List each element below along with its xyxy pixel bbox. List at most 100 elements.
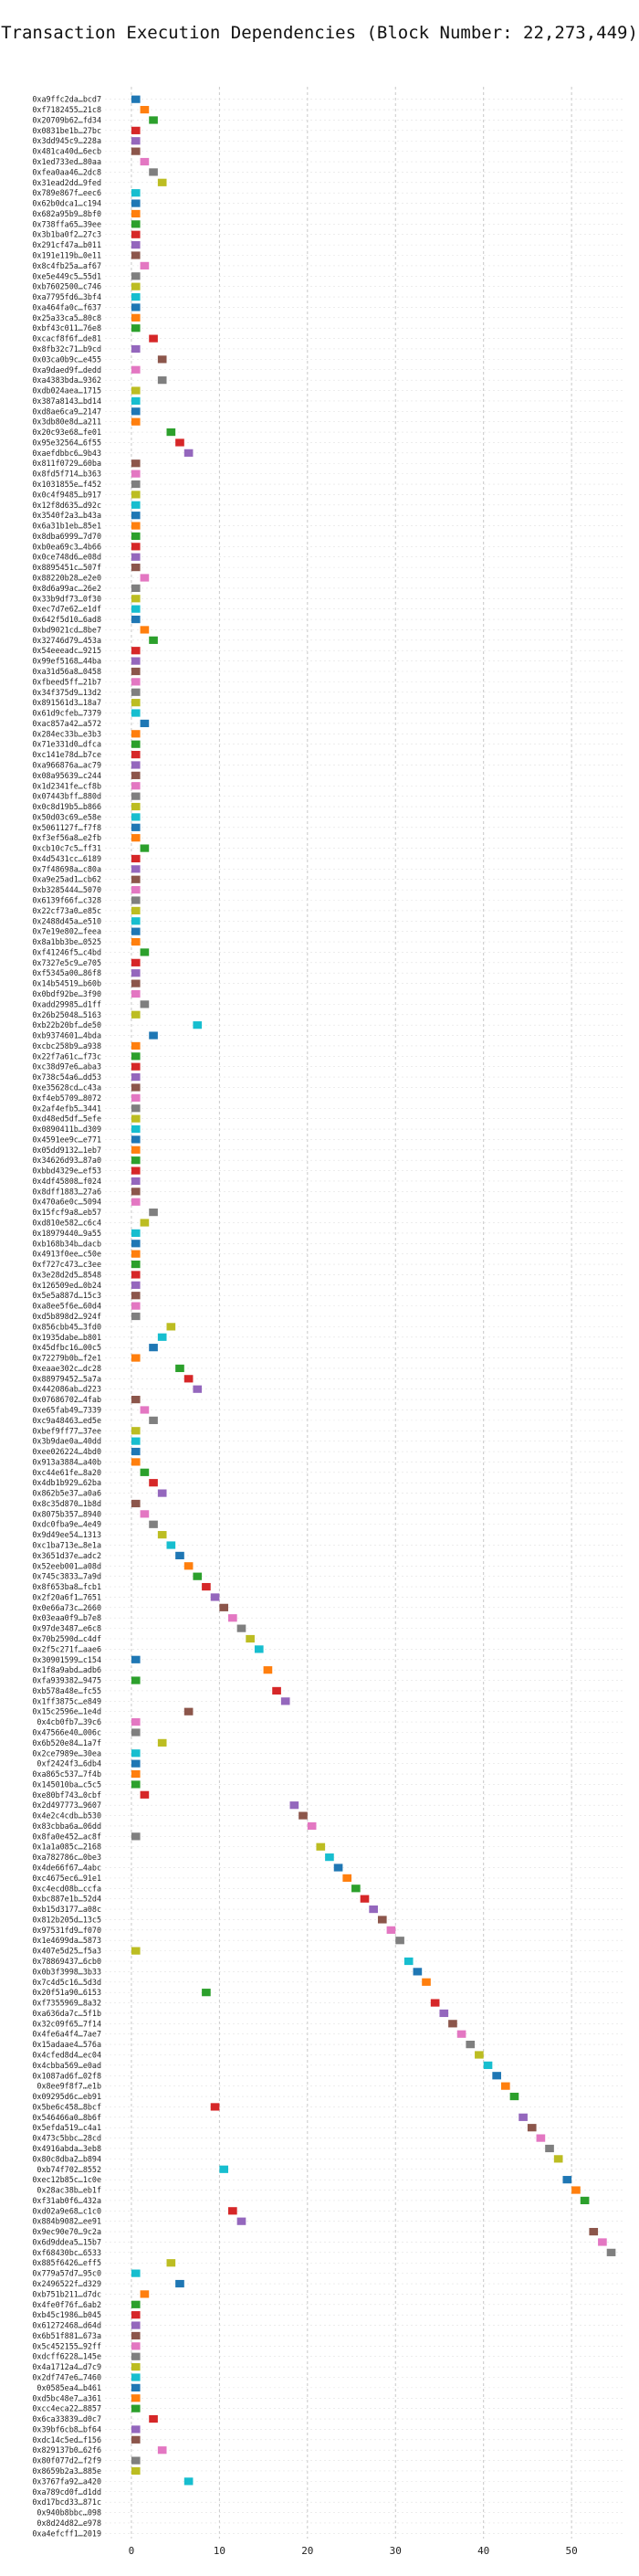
tx-label: 0xf3ef56a8…e2fb	[32, 833, 101, 842]
tx-label: 0x829137b0…62f6	[32, 2445, 101, 2455]
tx-bar	[175, 2279, 184, 2288]
tx-label: 0x50d03c69…e58e	[32, 812, 101, 821]
tx-label: 0x15c2596e…1e4d	[32, 1707, 101, 1716]
tx-label: 0x30901599…c154	[32, 1655, 101, 1664]
tx-label: 0x18979440…9a55	[32, 1229, 101, 1238]
tx-label: 0x4cb0fb7…39c6	[37, 1717, 101, 1726]
tx-label: 0xd8ae6ca9…2147	[32, 406, 101, 416]
tx-bar	[140, 1790, 150, 1799]
tx-label: 0xc4675ec6…91e1	[32, 1874, 101, 1883]
tx-bar	[131, 875, 141, 883]
tx-label: 0x1a1a085c…2168	[32, 1842, 101, 1852]
tx-bar	[131, 501, 141, 509]
tx-label: 0x779a57d7…95c0	[32, 2269, 101, 2278]
tx-bar	[157, 178, 167, 186]
tx-bar	[149, 116, 158, 124]
tx-bar	[157, 355, 167, 364]
tx-bar	[131, 1447, 141, 1456]
tx-bar	[131, 1010, 141, 1019]
tx-label: 0x8c4fb25a…af67	[32, 261, 101, 270]
tx-bar	[131, 989, 141, 998]
tx-bar	[131, 459, 141, 468]
tx-label: 0xc1ba713e…8e1a	[32, 1541, 101, 1550]
tx-label: 0xd5b898d2…924f	[32, 1312, 101, 1321]
tx-label: 0x1935dabe…b801	[32, 1333, 101, 1342]
tx-bar	[131, 1718, 141, 1726]
tx-label: 0x3540f2a3…b43a	[32, 511, 101, 520]
tx-label: 0x07686702…4fab	[32, 1395, 101, 1404]
tx-bar	[395, 1937, 404, 1945]
tx-label: 0xf7355969…8a32	[32, 1999, 101, 2008]
tx-bar	[131, 834, 141, 842]
tx-label: 0x80c8dba2…b894	[32, 2154, 101, 2163]
tx-bar	[131, 2342, 141, 2350]
tx-label: 0x3b1ba0f2…27c3	[32, 230, 101, 239]
tx-bar	[131, 896, 141, 904]
tx-bar	[131, 480, 141, 489]
tx-label: 0x3651d37e…adc2	[32, 1551, 101, 1560]
tx-bar	[157, 1738, 167, 1747]
tx-bar	[228, 1614, 237, 1622]
tx-label: 0xbef9ff77…37ee	[32, 1426, 101, 1435]
tx-bar	[131, 2394, 141, 2402]
tx-label: 0x1031855e…f452	[32, 480, 101, 489]
tx-label: 0x97531fd9…f070	[32, 1926, 101, 1935]
tx-bar	[439, 2009, 449, 2018]
tx-bar	[131, 1281, 141, 1289]
tx-bar	[140, 719, 150, 728]
tx-label: 0xeaae302c…dc28	[32, 1364, 101, 1373]
tx-bar	[333, 1863, 343, 1872]
tx-bar	[545, 2144, 554, 2153]
tx-label: 0x15fcf9a8…eb57	[32, 1208, 101, 1217]
tx-bar	[131, 813, 141, 821]
tx-bar	[131, 584, 141, 592]
tx-label: 0xec12b85c…1c0e	[32, 2175, 101, 2184]
tx-label: 0xa4efcff1…2019	[32, 2528, 101, 2538]
tx-bar	[131, 1062, 141, 1071]
tx-bar	[183, 2477, 194, 2486]
tx-label: 0xb3285444…5070	[32, 885, 101, 894]
tx-bar	[351, 1884, 361, 1893]
tx-label: 0x0b3f3998…3b33	[32, 1967, 101, 1976]
tx-label: 0x884b9082…ee91	[32, 2217, 101, 2226]
tx-label: 0x6b520e84…1a7f	[32, 1738, 101, 1747]
tx-label: 0x0c4f9485…b917	[32, 490, 101, 499]
tx-bar	[131, 126, 141, 134]
tx-label: 0x4df45808…f024	[32, 1177, 101, 1186]
tx-bar	[166, 428, 176, 437]
tx-bar	[131, 1832, 141, 1841]
tx-label: 0x8659b2a3…885e	[32, 2466, 101, 2476]
tx-bar	[131, 1749, 141, 1758]
tx-bar	[131, 1354, 141, 1362]
tx-bar	[166, 1323, 176, 1331]
tx-label: 0xa7795fd6…3bf4	[32, 292, 101, 301]
tx-label: 0xe35628cd…c43a	[32, 1082, 101, 1092]
tx-bar	[131, 407, 141, 416]
tx-label: 0x83cbba6a…06dd	[32, 1821, 101, 1831]
tx-bar	[131, 657, 141, 665]
tx-bar	[131, 1250, 141, 1258]
x-tick-label: 20	[301, 2545, 313, 2557]
tx-bar	[131, 802, 141, 811]
tx-label: 0xdc14c5ed…f156	[32, 2435, 101, 2444]
tx-bar	[403, 1957, 414, 1966]
tx-bar	[131, 2466, 141, 2476]
tx-label: 0x20c93e68…fe01	[32, 428, 101, 437]
tx-bar	[131, 1780, 141, 1789]
y-axis-labels: 0xa9ffc2da…bcd70xf7182455…21c80x20709b62…	[32, 95, 101, 2539]
tx-bar	[131, 1167, 141, 1175]
tx-bar	[131, 2456, 141, 2465]
tx-bar	[131, 1104, 141, 1113]
tx-label: 0x6a31b1eb…85e1	[32, 522, 101, 531]
tx-label: 0xf4eb5709…8072	[32, 1093, 101, 1103]
tx-label: 0x8f653ba8…fcb1	[32, 1582, 101, 1591]
tx-label: 0x12f8d635…d92c	[32, 501, 101, 510]
tx-bar	[131, 147, 141, 155]
tx-bar	[175, 1364, 184, 1373]
tx-bar	[131, 2331, 141, 2340]
tx-bar	[131, 95, 141, 103]
tx-bar	[149, 1416, 158, 1424]
tx-bar	[131, 1728, 141, 1737]
tx-label: 0x95e32564…6f55	[32, 438, 101, 447]
